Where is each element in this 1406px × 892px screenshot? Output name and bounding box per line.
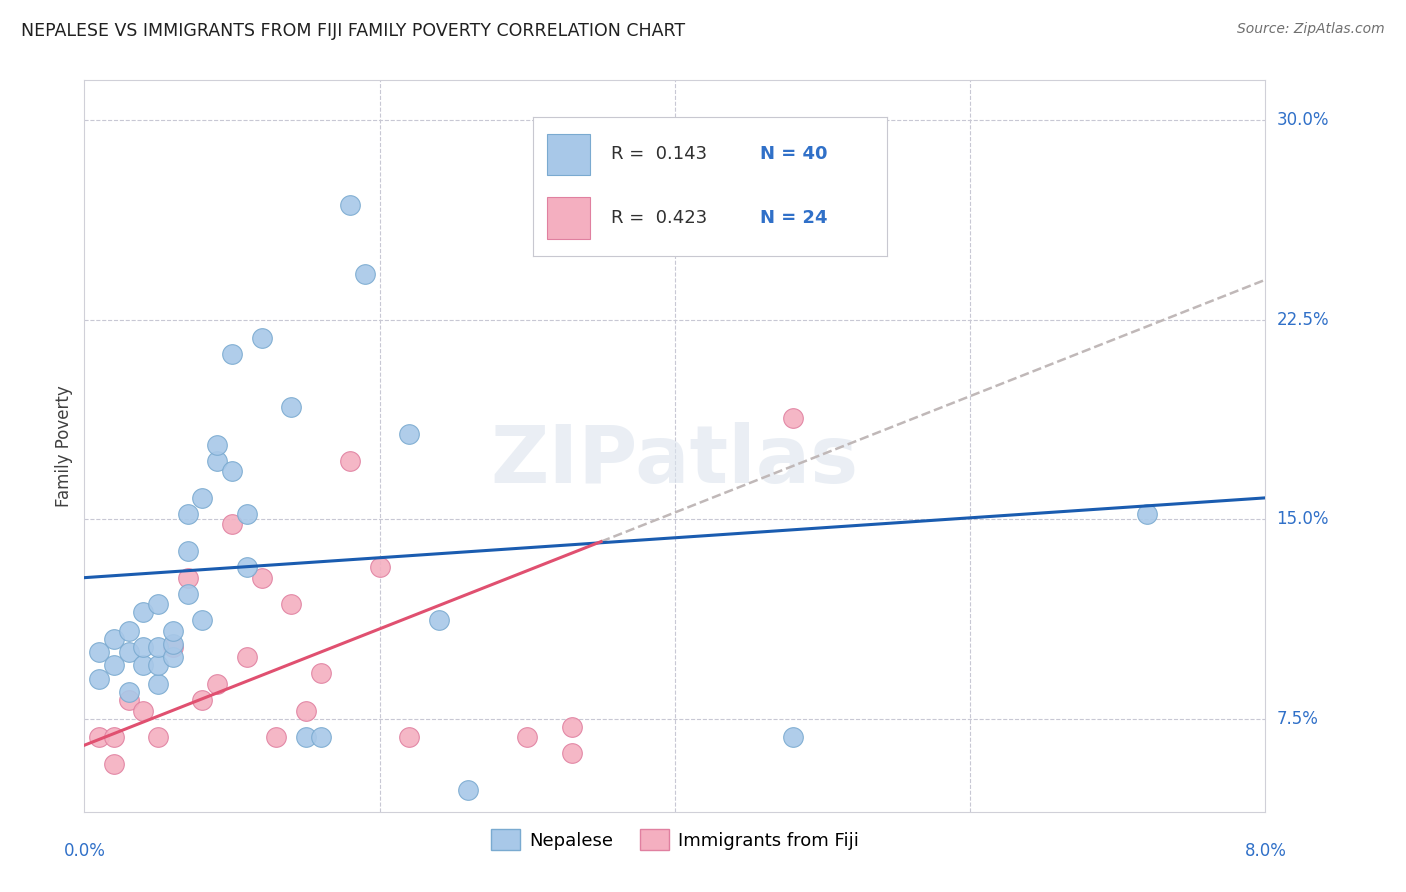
- Point: [280, 401, 302, 415]
- Point: [148, 640, 170, 654]
- Text: R =  0.143: R = 0.143: [612, 145, 707, 163]
- Point: [235, 507, 259, 521]
- Text: N = 40: N = 40: [759, 145, 827, 163]
- Point: [118, 685, 141, 699]
- Point: [162, 650, 184, 665]
- Point: [87, 731, 111, 745]
- Point: [177, 571, 200, 585]
- Point: [560, 746, 583, 760]
- Point: [309, 731, 332, 745]
- Point: [782, 731, 804, 745]
- Point: [309, 666, 332, 681]
- Point: [457, 783, 479, 797]
- Point: [339, 453, 361, 467]
- Point: [87, 672, 111, 686]
- Point: [177, 507, 200, 521]
- Point: [782, 411, 804, 425]
- Point: [191, 613, 214, 627]
- Text: 22.5%: 22.5%: [1277, 310, 1329, 328]
- Point: [205, 677, 228, 691]
- Legend: Nepalese, Immigrants from Fiji: Nepalese, Immigrants from Fiji: [484, 822, 866, 857]
- Text: 8.0%: 8.0%: [1244, 842, 1286, 860]
- Point: [148, 658, 170, 673]
- Point: [264, 731, 288, 745]
- Point: [118, 693, 141, 707]
- Point: [162, 624, 184, 638]
- Text: ZIPatlas: ZIPatlas: [491, 422, 859, 500]
- Point: [221, 347, 243, 361]
- Point: [235, 560, 259, 574]
- Point: [132, 640, 155, 654]
- Point: [118, 624, 141, 638]
- Point: [132, 704, 155, 718]
- Point: [280, 597, 302, 611]
- Point: [132, 605, 155, 619]
- Text: N = 24: N = 24: [759, 210, 827, 227]
- Point: [221, 464, 243, 478]
- Point: [575, 145, 598, 160]
- Point: [132, 658, 155, 673]
- Point: [427, 613, 450, 627]
- Point: [516, 731, 538, 745]
- Text: NEPALESE VS IMMIGRANTS FROM FIJI FAMILY POVERTY CORRELATION CHART: NEPALESE VS IMMIGRANTS FROM FIJI FAMILY …: [21, 22, 685, 40]
- Y-axis label: Family Poverty: Family Poverty: [55, 385, 73, 507]
- Text: R =  0.423: R = 0.423: [612, 210, 707, 227]
- Point: [235, 650, 259, 665]
- Point: [339, 198, 361, 212]
- Point: [250, 571, 273, 585]
- Point: [87, 645, 111, 659]
- Point: [354, 268, 377, 282]
- Point: [177, 544, 200, 558]
- FancyBboxPatch shape: [547, 134, 591, 175]
- Point: [177, 586, 200, 600]
- Point: [148, 677, 170, 691]
- Point: [148, 597, 170, 611]
- Text: 0.0%: 0.0%: [63, 842, 105, 860]
- Point: [1136, 507, 1159, 521]
- Point: [103, 632, 125, 646]
- Point: [250, 331, 273, 345]
- Point: [118, 645, 141, 659]
- Text: 30.0%: 30.0%: [1277, 112, 1329, 129]
- Text: Source: ZipAtlas.com: Source: ZipAtlas.com: [1237, 22, 1385, 37]
- Point: [205, 438, 228, 452]
- Point: [221, 517, 243, 532]
- Point: [162, 637, 184, 651]
- Point: [560, 720, 583, 734]
- Point: [148, 731, 170, 745]
- Point: [103, 658, 125, 673]
- Point: [398, 731, 420, 745]
- Point: [295, 731, 318, 745]
- Point: [205, 453, 228, 467]
- Point: [398, 427, 420, 442]
- Point: [162, 640, 184, 654]
- Text: 15.0%: 15.0%: [1277, 510, 1329, 528]
- Point: [191, 693, 214, 707]
- Point: [368, 560, 391, 574]
- Point: [103, 731, 125, 745]
- Point: [103, 756, 125, 771]
- Text: 7.5%: 7.5%: [1277, 710, 1319, 728]
- Point: [295, 704, 318, 718]
- FancyBboxPatch shape: [547, 197, 591, 239]
- Point: [191, 491, 214, 505]
